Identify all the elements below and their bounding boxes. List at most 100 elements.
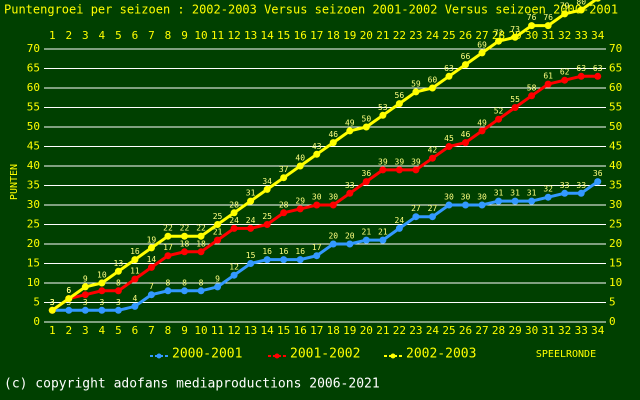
data-point <box>511 33 519 41</box>
y-tick-label: 45 <box>27 140 40 153</box>
y-tick-label-right: 50 <box>609 120 622 133</box>
y-tick-label-right: 55 <box>609 101 622 114</box>
data-label: 9 <box>215 274 220 283</box>
data-point <box>577 189 585 197</box>
x-tick-label: 2 <box>65 324 72 337</box>
data-point <box>428 84 436 92</box>
data-point <box>214 221 222 228</box>
y-tick-label: 0 <box>33 315 40 328</box>
data-point <box>230 271 238 279</box>
data-point <box>181 232 188 240</box>
x-tick-label-top: 23 <box>409 29 422 42</box>
data-point <box>528 92 536 100</box>
x-tick-label-top: 28 <box>492 29 505 42</box>
data-label: 22 <box>180 224 190 233</box>
data-label: 25 <box>213 212 223 221</box>
data-label: 42 <box>428 146 438 155</box>
data-label: 31 <box>527 189 537 198</box>
data-point <box>280 256 288 264</box>
data-label: 30 <box>328 193 338 202</box>
y-tick-label-right: 20 <box>609 237 622 250</box>
data-label: 46 <box>328 130 338 139</box>
x-tick-label-top: 16 <box>294 29 307 42</box>
y-tick-label-right: 25 <box>609 218 622 231</box>
data-label: 16 <box>262 247 272 256</box>
data-label: 30 <box>312 193 322 202</box>
data-label: 17 <box>312 243 322 252</box>
data-label: 18 <box>180 239 190 248</box>
data-point <box>247 224 255 232</box>
data-label: 53 <box>378 103 388 112</box>
data-point <box>147 263 155 271</box>
y-tick-label: 20 <box>27 237 40 250</box>
y-tick-label: 5 <box>33 296 40 309</box>
data-label: 28 <box>279 200 289 209</box>
data-label: 66 <box>461 52 471 61</box>
data-point <box>164 232 172 240</box>
data-label: 8 <box>166 278 171 287</box>
x-tick-label: 16 <box>294 324 307 337</box>
legend-swatch-dot <box>390 353 396 359</box>
data-point <box>544 193 552 201</box>
data-label: 31 <box>246 189 256 198</box>
x-tick-label: 11 <box>211 324 224 337</box>
data-label: 22 <box>163 224 173 233</box>
x-tick-label: 32 <box>558 324 571 337</box>
x-tick-label: 24 <box>426 324 440 337</box>
data-point <box>544 22 552 30</box>
data-point <box>296 205 304 213</box>
x-tick-label-top: 11 <box>211 29 224 42</box>
data-label: 36 <box>593 169 603 178</box>
data-label: 33 <box>345 181 355 190</box>
data-point <box>594 178 602 186</box>
data-label: 30 <box>461 193 471 202</box>
data-point <box>594 72 602 80</box>
data-point <box>577 6 585 14</box>
x-tick-label-top: 3 <box>82 29 89 42</box>
data-point <box>594 0 601 2</box>
data-point <box>230 224 238 232</box>
data-label: 73 <box>510 25 520 34</box>
data-label: 50 <box>362 115 372 124</box>
data-point <box>412 166 420 174</box>
x-tick-label: 1 <box>49 324 56 337</box>
data-point <box>164 287 172 295</box>
y-tick-label: 70 <box>27 42 40 55</box>
data-point <box>230 209 238 217</box>
data-point <box>280 209 288 217</box>
data-label: 52 <box>494 107 504 116</box>
data-label: 8 <box>182 278 187 287</box>
data-label: 25 <box>262 212 272 221</box>
data-label: 43 <box>312 142 322 151</box>
data-label: 7 <box>149 282 154 291</box>
data-label: 60 <box>428 76 438 85</box>
data-label: 16 <box>295 247 305 256</box>
x-tick-label: 30 <box>525 324 538 337</box>
x-tick-label-top: 13 <box>244 29 257 42</box>
y-tick-label: 25 <box>27 218 40 231</box>
x-tick-label: 9 <box>181 324 188 337</box>
series-line <box>51 0 598 312</box>
data-label: 9 <box>83 274 88 283</box>
data-label: 31 <box>494 189 504 198</box>
data-label: 24 <box>246 216 256 225</box>
data-label: 6 <box>66 286 71 295</box>
y-tick-label-right: 35 <box>609 179 622 192</box>
data-label: 13 <box>114 259 124 268</box>
x-tick-label-top: 20 <box>360 29 373 42</box>
x-tick-label: 25 <box>442 324 455 337</box>
x-tick-label-top: 30 <box>525 29 538 42</box>
x-axis-label: SPEELRONDE <box>536 349 596 360</box>
x-tick-label: 34 <box>591 324 605 337</box>
data-point <box>114 267 122 275</box>
x-tick-label-top: 19 <box>343 29 356 42</box>
data-label: 56 <box>395 91 405 100</box>
data-label: 6 <box>66 286 71 295</box>
data-point <box>131 275 139 283</box>
x-tick-label-top: 6 <box>132 29 139 42</box>
data-point <box>114 287 122 295</box>
y-tick-label: 65 <box>27 62 40 75</box>
data-label: 30 <box>444 193 454 202</box>
data-label: 21 <box>378 228 388 237</box>
data-point <box>313 201 321 209</box>
